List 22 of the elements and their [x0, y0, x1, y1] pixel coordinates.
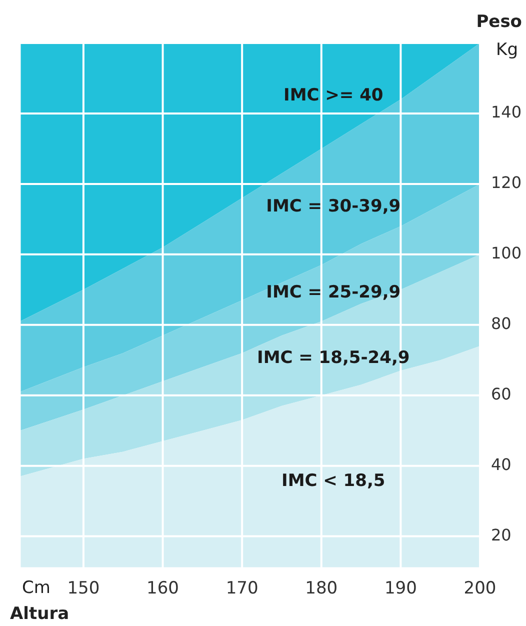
x-tick-label: 160 — [146, 578, 179, 599]
y-tick-label: 60 — [491, 384, 512, 404]
y-tick-label: 20 — [491, 525, 512, 544]
series-label: IMC = 18,5-24,9 — [257, 348, 410, 368]
y-tick-label: 140 — [491, 102, 522, 122]
x-tick-label: 170 — [226, 578, 258, 599]
text: Kg — [496, 40, 518, 60]
x-tick-label: 150 — [67, 578, 100, 599]
x-axis-title: Altura — [10, 604, 70, 624]
y-tick-label: 80 — [491, 314, 512, 334]
series-label: IMC = 30-39,9 — [266, 196, 401, 216]
y-tick-label: 120 — [491, 173, 522, 192]
series-label: IMC = 25-29,9 — [266, 282, 401, 303]
y-tick-label: 100 — [491, 244, 522, 263]
text: Cm — [22, 578, 50, 598]
x-tick-label: 200 — [464, 578, 496, 599]
y-tick-label: 40 — [491, 454, 512, 474]
y-axis-title: Peso — [476, 12, 522, 32]
x-tick-label: 190 — [384, 578, 417, 599]
series-label: IMC < 18,5 — [282, 471, 386, 492]
x-tick-label: 180 — [305, 578, 338, 599]
series-label: IMC >= 40 — [284, 85, 384, 106]
